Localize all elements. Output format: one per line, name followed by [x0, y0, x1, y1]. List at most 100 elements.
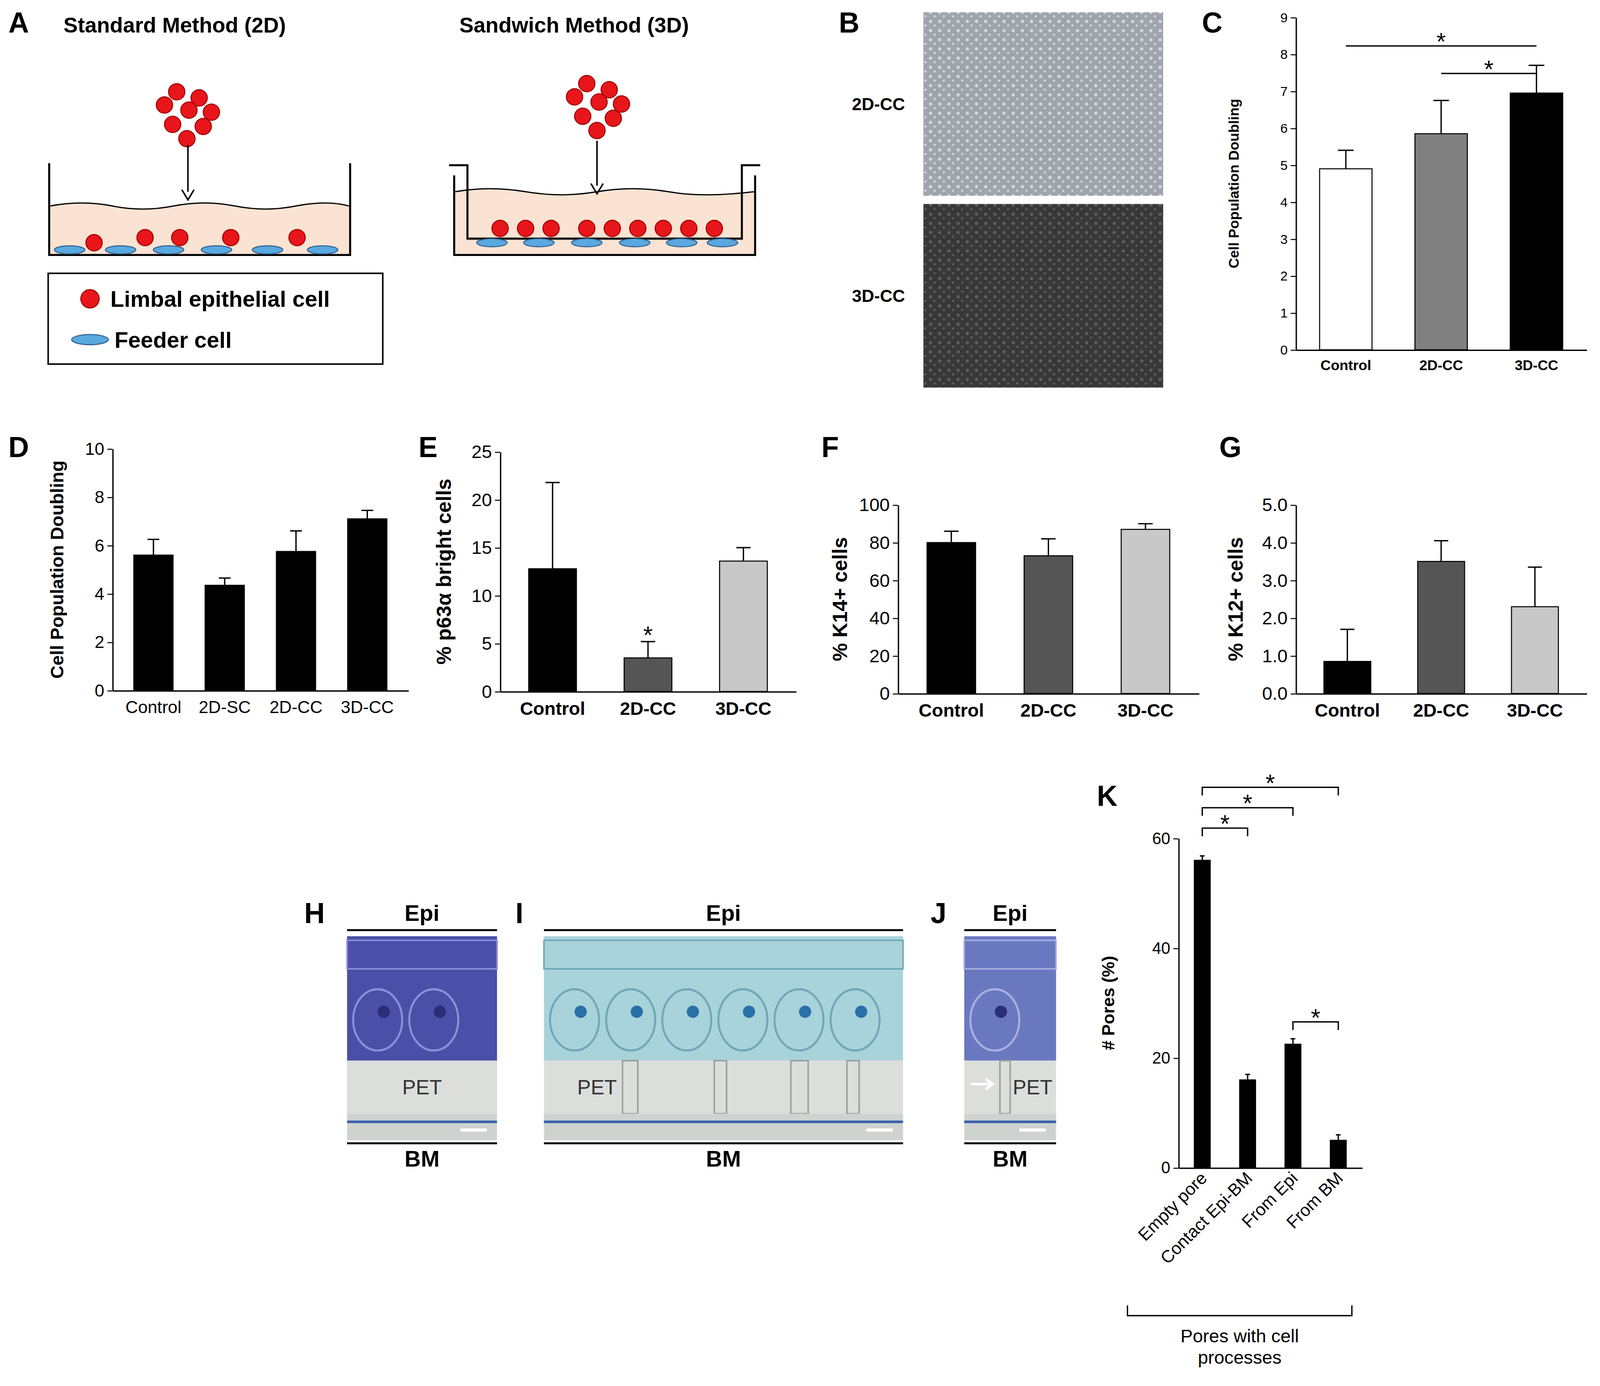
region-bar: [347, 929, 497, 932]
bar: [1319, 169, 1373, 351]
tick-label: Control: [918, 700, 984, 721]
bar: [1194, 860, 1211, 1168]
error-bar: [289, 531, 302, 552]
axis-title: % K12+ cells: [1224, 537, 1248, 662]
micrograph: EpiPETBM: [543, 900, 903, 1172]
tick: 25: [471, 441, 501, 463]
tick: 2D-CC: [1020, 693, 1077, 721]
scale-bar: [866, 1128, 893, 1133]
plot-area: [1194, 855, 1347, 1168]
panel-letter: C: [1202, 6, 1223, 39]
bar: [1417, 561, 1465, 694]
group-bracket: [1127, 1305, 1352, 1316]
tick-label: 2.0: [1261, 607, 1288, 629]
feeder-cell: [153, 245, 185, 254]
error-bar: [361, 510, 373, 519]
tick: From BM: [1282, 1168, 1347, 1233]
epithelial-cell: [491, 220, 509, 237]
feeder-cell: [571, 238, 603, 247]
tick-label: 2: [1280, 268, 1288, 284]
nucleus: [742, 1005, 755, 1018]
tick-label: 0.0: [1261, 683, 1288, 704]
region-bar: [543, 1142, 903, 1145]
tick-label: 9: [1280, 10, 1288, 25]
axis-line: [112, 449, 114, 691]
nucleus: [433, 1005, 446, 1018]
x-axis: Empty poreContact Epi-BMFrom EpiFrom BM: [1134, 1168, 1363, 1269]
error-bar: [736, 547, 751, 562]
epithelial-cell: [578, 75, 596, 92]
arrow: [971, 1079, 993, 1090]
y-axis: 0246810: [85, 439, 114, 701]
bar: [624, 657, 672, 692]
tick-mark: [1290, 504, 1296, 506]
tick-mark: [893, 504, 898, 506]
cell: [549, 989, 600, 1051]
plot-area: [528, 482, 768, 692]
tick-mark: [1290, 17, 1296, 19]
error-bar: [1434, 540, 1449, 562]
pet-membrane: [543, 1060, 903, 1114]
tick-label: 5: [1280, 157, 1288, 173]
tick: 10: [85, 439, 113, 459]
axis-title: % K14+ cells: [828, 537, 852, 662]
error-bar: [545, 482, 560, 569]
epithelium: [543, 936, 903, 1061]
bar-chart: 0246810Control2D-SC2D-CC3D-CCCell Popula…: [8, 431, 410, 717]
error-bar: [219, 578, 231, 586]
feeder-cell: [523, 238, 555, 247]
error-bar: [1340, 629, 1355, 662]
error-bar: [147, 539, 160, 556]
axis-line: [1295, 17, 1298, 351]
error-bar: [1527, 567, 1543, 608]
tick-mark: [107, 545, 113, 547]
group-label-line: Pores with cell: [1180, 1326, 1299, 1347]
panel-a: Standard Method (2D)Sandwich Method (3D)…: [48, 13, 761, 364]
epithelial-cell: [171, 229, 189, 247]
tick: 0: [481, 681, 501, 703]
medium: [50, 202, 350, 254]
micrograph: [923, 12, 1163, 196]
error-bar: [1199, 855, 1205, 861]
tick: 3: [1280, 231, 1296, 247]
insert: [449, 165, 761, 239]
plot-area: [133, 510, 387, 691]
tick-label: 15: [471, 537, 492, 559]
axis-line: [1295, 505, 1298, 695]
tick-mark: [1173, 1058, 1179, 1059]
squamous-layer: [543, 940, 903, 970]
x-axis: Control2D-SC2D-CC3D-CC: [112, 690, 409, 717]
region-label: Epi: [992, 900, 1028, 927]
tick-label: 3.0: [1261, 570, 1288, 592]
image-label: 2D-CC: [851, 94, 906, 114]
tick: 4: [1280, 194, 1296, 210]
axis-line: [112, 690, 409, 692]
medium: [455, 188, 755, 254]
tick-label: 3D-CC: [1506, 700, 1563, 721]
micrograph: [923, 203, 1163, 388]
tick-mark: [1290, 91, 1296, 93]
tick-mark: [893, 656, 898, 658]
tick: 2D-CC: [620, 691, 677, 720]
tick-label: Control: [1314, 700, 1380, 721]
tick-mark: [1290, 580, 1296, 582]
epithelial-cell: [629, 220, 647, 237]
tick: 2D-CC: [1413, 693, 1470, 721]
bar-chart: 0.01.02.03.04.05.0Control2D-CC3D-CC% K12…: [1219, 431, 1587, 722]
tick: 9: [1280, 10, 1296, 25]
significance: *: [1219, 810, 1230, 838]
tick-label: 40: [869, 607, 890, 629]
tick: 4.0: [1261, 532, 1296, 554]
bar: [926, 542, 976, 694]
nucleus: [574, 1005, 587, 1018]
tick: 2D-CC: [1419, 349, 1464, 374]
epithelial-cell: [542, 220, 560, 237]
error-bar: [943, 531, 959, 543]
tick-label: 20: [471, 489, 492, 511]
significance: *: [1265, 769, 1275, 798]
axis-title: Cell Population Doubling: [1225, 98, 1242, 269]
tick: 3.0: [1261, 570, 1296, 592]
epithelial-cell: [222, 229, 240, 247]
dish: [454, 175, 756, 255]
x-axis: Control 2D-CC 3D-CC: [1296, 693, 1588, 721]
